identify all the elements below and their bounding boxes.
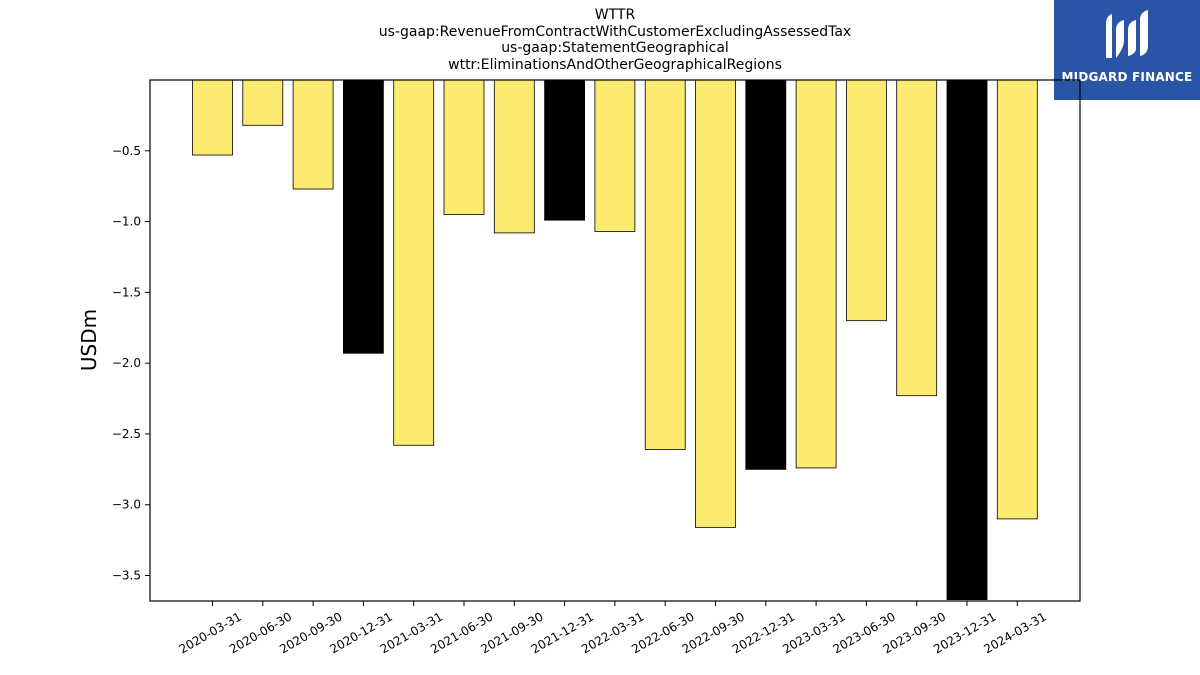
bar-2020-12-31 [342,79,384,354]
midgard-logo-icon [1106,10,1148,58]
y-tick-label: −0.5 [112,144,141,158]
y-tick-label: −1.0 [112,215,141,229]
bar-2021-06-30 [443,79,485,215]
y-tick-label: −3.5 [112,569,141,583]
x-axis: 2020-03-312020-06-302020-09-302020-12-31… [177,601,1049,656]
chart-subtitle-member: wttr:EliminationsAndOtherGeographicalReg… [448,56,782,73]
y-tick-label: −1.5 [112,285,141,299]
bars-group [192,79,1038,600]
bar-2022-06-30 [644,79,686,450]
logo-text: MIDGARD FINANCE [1061,70,1193,84]
chart-title: WTTR [594,7,636,23]
bar-2024-03-31 [996,79,1038,520]
bar-2020-06-30 [242,79,284,126]
y-tick-label: −3.0 [112,498,141,512]
chart-title-block: WTTR us-gaap:RevenueFromContractWithCust… [150,7,1080,73]
bar-2023-09-30 [896,79,938,397]
bar-2022-12-31 [745,79,787,470]
bar-2023-12-31 [946,79,988,600]
bar-2021-12-31 [544,79,585,221]
bar-2022-09-30 [695,79,736,528]
y-axis-label: USDm [77,309,101,371]
y-tick-label: −2.0 [112,356,141,370]
bar-2022-03-31 [594,79,636,232]
bar-2023-06-30 [846,79,887,322]
midgard-finance-logo: MIDGARD FINANCE [1054,0,1200,100]
bar-2021-09-30 [493,79,535,234]
y-axis: −0.5 −1.0 −1.5 −2.0 −2.5 −3.0 −3.5 [112,144,150,583]
bar-2023-03-31 [795,79,837,469]
bar-2020-09-30 [292,79,334,190]
bar-2021-03-31 [393,79,435,446]
chart-subtitle-axis: us-gaap:StatementGeographical [501,40,729,56]
y-tick-label: −2.5 [112,427,141,441]
bar-2020-03-31 [192,79,233,156]
chart-subtitle-concept: us-gaap:RevenueFromContractWithCustomerE… [378,23,852,40]
